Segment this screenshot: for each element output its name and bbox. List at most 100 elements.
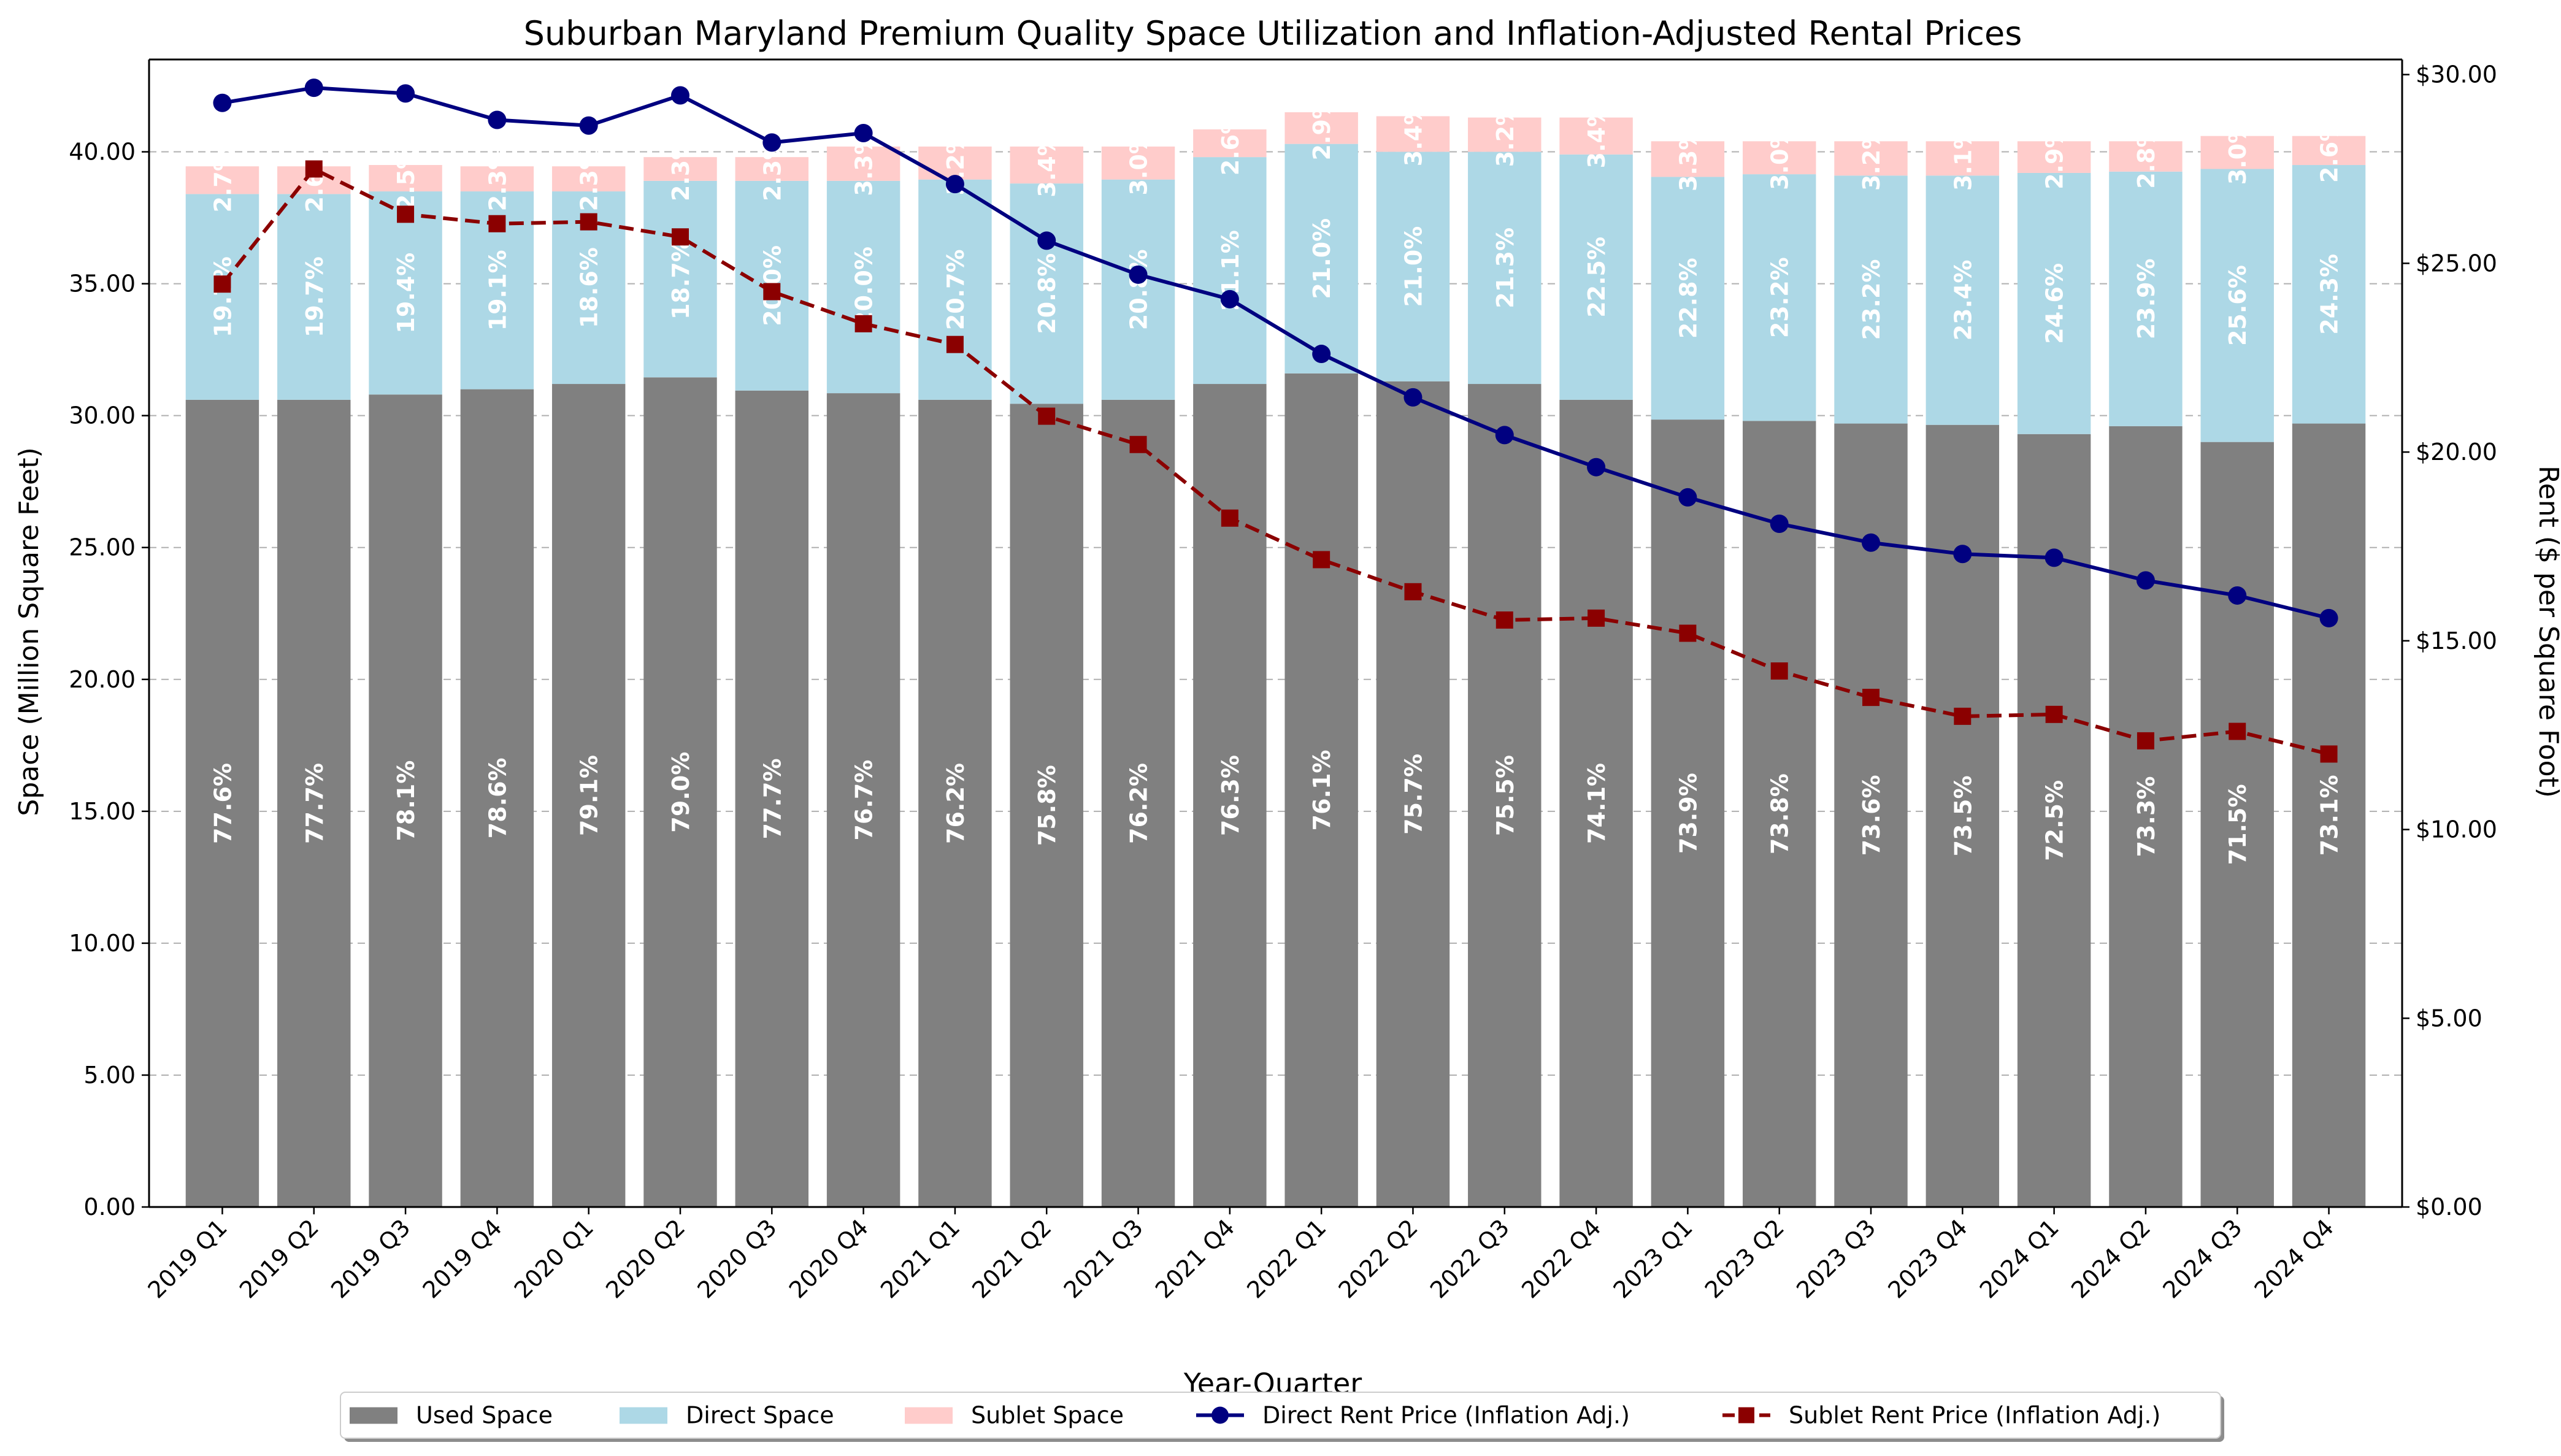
y-tick-label-right: $10.00 bbox=[2416, 816, 2497, 843]
bar-label-used: 77.7% bbox=[301, 763, 328, 844]
legend-item-used-space: Used Space bbox=[350, 1402, 553, 1429]
legend-box bbox=[340, 1392, 2221, 1439]
bar-sublet-space bbox=[2017, 141, 2091, 173]
bar-sublet-space bbox=[1742, 141, 1816, 175]
point-sublet-rent bbox=[1221, 509, 1238, 527]
bar-direct-space bbox=[1468, 151, 1542, 385]
point-direct-rent bbox=[945, 175, 964, 194]
legend-item-sublet-space: Sublet Space bbox=[905, 1402, 1124, 1429]
point-direct-rent bbox=[2319, 608, 2338, 627]
bar-label-sublet: 3.4% bbox=[1034, 132, 1061, 197]
point-sublet-rent bbox=[2045, 705, 2063, 723]
bar-label-used: 77.6% bbox=[209, 763, 236, 844]
point-direct-rent bbox=[1862, 533, 1881, 552]
y-tick-label-right: $30.00 bbox=[2416, 61, 2497, 88]
bar-label-sublet: 3.4% bbox=[1583, 104, 1610, 168]
bar-sublet-space bbox=[369, 165, 442, 192]
point-direct-rent bbox=[1495, 426, 1514, 445]
legend-item-direct-space: Direct Space bbox=[620, 1402, 834, 1429]
point-direct-rent bbox=[2228, 586, 2247, 605]
bar-used-space bbox=[551, 384, 626, 1207]
legend-swatch bbox=[905, 1407, 953, 1424]
point-sublet-rent bbox=[305, 160, 323, 178]
bar-layer bbox=[185, 112, 2366, 1208]
legend-label: Sublet Rent Price (Inflation Adj.) bbox=[1789, 1402, 2160, 1429]
bar-sublet-space bbox=[1651, 141, 1725, 177]
y-axis-label-right: Rent ($ per Square Foot) bbox=[2533, 466, 2561, 798]
bar-label-used: 79.0% bbox=[667, 752, 694, 833]
series-line-direct-rent bbox=[221, 86, 2330, 620]
y-tick-label-right: $25.00 bbox=[2416, 250, 2497, 277]
bar-label-used: 73.8% bbox=[1767, 773, 1794, 854]
bar-sublet-space bbox=[2292, 136, 2366, 166]
bar-label-used: 76.2% bbox=[1126, 763, 1153, 844]
bar-used-space bbox=[918, 399, 992, 1207]
point-sublet-rent bbox=[1954, 707, 1972, 725]
bar-label-used: 77.7% bbox=[759, 758, 786, 839]
bar-label-direct: 20.0% bbox=[851, 247, 878, 328]
bar-sublet-space bbox=[1284, 112, 1358, 144]
bar-label-sublet: 2.3% bbox=[484, 147, 511, 211]
point-sublet-rent bbox=[946, 335, 964, 353]
bar-direct-space bbox=[1742, 174, 1816, 421]
bar-label-sublet: 3.3% bbox=[1675, 127, 1702, 191]
y-tick-label-right: $5.00 bbox=[2416, 1005, 2482, 1032]
bar-label-sublet: 3.2% bbox=[1858, 126, 1885, 191]
bar-direct-space bbox=[1376, 151, 1450, 381]
point-direct-rent bbox=[396, 84, 415, 103]
bar-label-used: 73.9% bbox=[1675, 773, 1702, 854]
bar-used-space bbox=[1742, 421, 1816, 1207]
bar-sublet-space bbox=[551, 166, 626, 192]
point-sublet-rent bbox=[1496, 611, 1513, 629]
bar-sublet-space bbox=[918, 146, 992, 180]
bar-used-space bbox=[1834, 423, 1908, 1207]
bar-label-sublet: 2.3% bbox=[667, 137, 694, 201]
y-tick-label-left: 30.00 bbox=[69, 402, 136, 429]
y-tick-label-left: 10.00 bbox=[69, 930, 136, 957]
bar-direct-space bbox=[2017, 172, 2091, 434]
bar-used-space bbox=[1651, 420, 1725, 1207]
legend-swatch bbox=[620, 1407, 667, 1424]
point-direct-rent bbox=[1678, 488, 1697, 507]
bar-label-sublet: 3.4% bbox=[1400, 102, 1427, 166]
bar-label-used: 73.3% bbox=[2133, 776, 2160, 857]
bar-sublet-space bbox=[1193, 129, 1267, 158]
bar-sublet-space bbox=[1468, 117, 1542, 152]
y-tick-label-left: 5.00 bbox=[83, 1062, 136, 1089]
bar-used-space bbox=[1284, 373, 1358, 1207]
bar-used-space bbox=[277, 399, 351, 1207]
y-tick-label-right: $0.00 bbox=[2416, 1194, 2482, 1220]
bar-used-space bbox=[369, 394, 442, 1207]
bar-label-used: 72.5% bbox=[2041, 780, 2068, 861]
bar-sublet-space bbox=[185, 166, 259, 194]
bar-label-direct: 19.7% bbox=[209, 256, 236, 337]
bar-label-used: 75.7% bbox=[1400, 754, 1427, 835]
bar-direct-space bbox=[1834, 175, 1908, 424]
bar-label-direct: 22.8% bbox=[1675, 258, 1702, 339]
bar-label-used: 71.5% bbox=[2224, 784, 2251, 865]
legend-marker bbox=[1738, 1407, 1754, 1423]
bar-label-direct: 18.6% bbox=[576, 247, 603, 328]
bar-direct-space bbox=[1010, 183, 1083, 404]
point-direct-rent bbox=[213, 93, 232, 112]
point-sublet-rent bbox=[1038, 407, 1056, 425]
legend-item-direct-rent: Direct Rent Price (Inflation Adj.) bbox=[1196, 1402, 1630, 1429]
legend-label: Direct Rent Price (Inflation Adj.) bbox=[1262, 1402, 1630, 1429]
y-tick-label-right: $20.00 bbox=[2416, 439, 2497, 466]
bar-label-direct: 20.8% bbox=[1126, 249, 1153, 330]
bar-used-space bbox=[1010, 404, 1083, 1207]
bar-used-space bbox=[185, 399, 259, 1207]
point-sublet-rent bbox=[2229, 722, 2246, 740]
bar-label-sublet: 3.0% bbox=[2224, 120, 2251, 185]
bar-label-used: 76.3% bbox=[1217, 755, 1244, 836]
bar-label-used: 73.5% bbox=[1949, 775, 1976, 856]
legend: Used Space Direct Space Sublet Space Direct… bbox=[340, 1392, 2224, 1442]
bar-label-used: 76.7% bbox=[851, 760, 878, 841]
bar-direct-space bbox=[1559, 154, 1633, 400]
bar-label-used: 78.6% bbox=[484, 757, 511, 838]
point-sublet-rent bbox=[1862, 689, 1880, 707]
bar-sublet-space bbox=[643, 157, 717, 181]
bar-used-space bbox=[460, 389, 534, 1207]
bar-sublet-space bbox=[826, 146, 900, 181]
bar-label-direct: 21.0% bbox=[1400, 226, 1427, 307]
